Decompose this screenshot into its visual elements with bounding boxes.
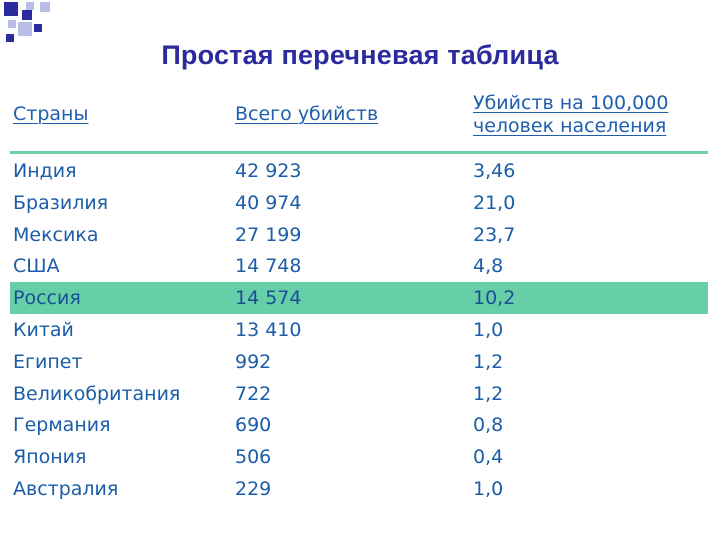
cell-total: 14 574 <box>235 287 302 310</box>
table-row-highlighted: Россия 14 574 10,2 <box>10 282 708 314</box>
table-row: Мексика 27 199 23,7 <box>0 219 720 251</box>
cell-country: Мексика <box>13 223 99 246</box>
cell-total: 27 199 <box>235 223 302 246</box>
table-row: Германия 690 0,8 <box>0 409 720 441</box>
decor-square <box>6 34 14 42</box>
cell-rate: 23,7 <box>473 223 516 246</box>
cell-country: США <box>13 255 60 278</box>
cell-country: Австралия <box>13 477 119 500</box>
table-row: Индия 42 923 3,46 <box>0 155 720 187</box>
cell-rate: 1,0 <box>473 318 504 341</box>
decor-square <box>22 10 32 20</box>
header-total: Всего убийств <box>235 103 379 125</box>
cell-country: Великобритания <box>13 382 181 405</box>
table-row: Великобритания 722 1,2 <box>0 378 720 410</box>
cell-country: Египет <box>13 350 83 373</box>
table-row: США 14 748 4,8 <box>0 250 720 282</box>
cell-country: Бразилия <box>13 191 109 214</box>
cell-rate: 1,2 <box>473 350 504 373</box>
cell-rate: 4,8 <box>473 255 504 278</box>
cell-country: Индия <box>13 160 77 182</box>
table-row: Китай 13 410 1,0 <box>0 314 720 346</box>
table-row: Япония 506 0,4 <box>0 441 720 473</box>
cell-total: 722 <box>235 382 272 405</box>
decor-square <box>34 24 42 32</box>
slide-title: Простая перечневая таблица <box>161 40 559 70</box>
header-rate-line1: Убийств на 100,000 <box>473 92 669 114</box>
cell-country: Китай <box>13 318 74 341</box>
cell-country: Россия <box>13 287 81 310</box>
decor-square <box>4 2 18 16</box>
cell-total: 13 410 <box>235 318 302 341</box>
cell-rate: 21,0 <box>473 191 516 214</box>
cell-country: Германия <box>13 414 111 437</box>
corner-decoration <box>0 0 60 50</box>
cell-rate: 0,8 <box>473 414 504 437</box>
cell-total: 40 974 <box>235 191 302 214</box>
cell-rate: 0,4 <box>473 446 504 469</box>
decor-square <box>40 2 50 12</box>
cell-total: 992 <box>235 350 272 373</box>
decor-square <box>18 22 32 36</box>
header-country: Страны <box>13 103 89 125</box>
header-rate: Убийств на 100,000 человек населения <box>473 92 668 138</box>
header-rate-line2: человек населения <box>473 115 667 137</box>
table-body: Индия 42 923 3,46 Бразилия 40 974 21,0 М… <box>0 155 720 505</box>
cell-rate: 3,46 <box>473 160 516 182</box>
table-row: Бразилия 40 974 21,0 <box>0 187 720 219</box>
decor-square <box>8 20 16 28</box>
cell-total: 42 923 <box>235 160 302 182</box>
header-divider <box>10 151 708 154</box>
cell-total: 229 <box>235 477 272 500</box>
cell-country: Япония <box>13 446 87 469</box>
cell-total: 506 <box>235 446 272 469</box>
cell-total: 14 748 <box>235 255 302 278</box>
table-row: Египет 992 1,2 <box>0 346 720 378</box>
table-row: Австралия 229 1,0 <box>0 473 720 505</box>
cell-rate: 10,2 <box>473 287 516 310</box>
cell-rate: 1,0 <box>473 477 504 500</box>
decor-square <box>26 2 34 10</box>
cell-total: 690 <box>235 414 272 437</box>
cell-rate: 1,2 <box>473 382 504 405</box>
